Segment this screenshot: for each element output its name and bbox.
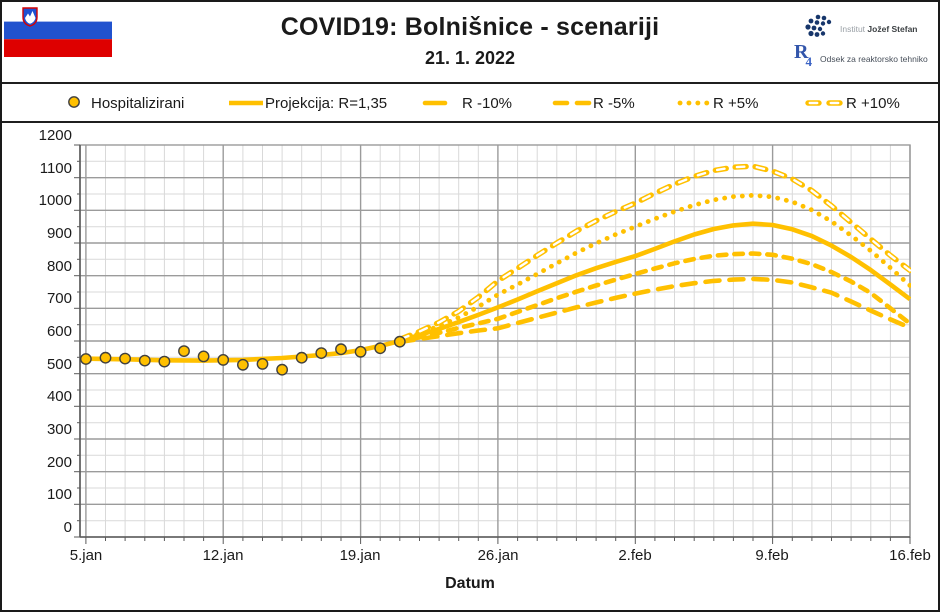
y-tick-label: 1000 <box>38 192 72 209</box>
y-tick-label: 600 <box>46 323 72 340</box>
curve-dash <box>397 251 911 344</box>
legend-label: R +10% <box>846 95 900 112</box>
curve-dot <box>397 192 911 343</box>
y-tick-label: 700 <box>46 290 72 307</box>
circle-marker-icon <box>68 96 80 108</box>
header: COVID19: Bolnišnice - scenariji 21. 1. 2… <box>2 2 938 82</box>
data-point <box>197 350 210 363</box>
data-point <box>393 335 406 348</box>
data-point <box>80 353 92 365</box>
data-point <box>374 342 387 355</box>
legend-label: Hospitalizirani <box>91 95 185 112</box>
x-axis-title: Datum <box>445 575 495 592</box>
data-point <box>178 345 190 357</box>
legend-label: R -10% <box>462 95 513 112</box>
x-tick-label: 16.feb <box>889 547 931 564</box>
axis-ticks <box>74 144 911 544</box>
y-tick-label: 0 <box>63 519 72 536</box>
legend-label: R +5% <box>713 95 759 112</box>
institute-name: Institut Jožef Stefan <box>840 24 918 34</box>
long-dash-line-icon <box>422 100 448 106</box>
ijs-dots-logo-icon <box>805 14 832 37</box>
x-tick-label: 9.feb <box>755 547 789 564</box>
dot-line-icon <box>677 100 711 106</box>
legend-label: Projekcija: R=1,35 <box>265 95 388 112</box>
x-tick-label: 2.feb <box>618 547 652 564</box>
report-date: 21. 1. 2022 <box>424 48 516 68</box>
institute-prefix: Institut <box>840 24 866 34</box>
x-tick-label: 5.jan <box>69 547 103 564</box>
curve-open-dash <box>397 163 911 343</box>
curve-solid <box>80 221 911 363</box>
data-point <box>276 363 288 376</box>
institute-logo-block: Institut Jožef Stefan R4 Odsek za reakto… <box>790 10 936 78</box>
plot-area-border <box>79 144 911 538</box>
plot-border <box>79 144 911 538</box>
curve-long-dash <box>397 276 911 345</box>
y-tick-label: 1100 <box>39 160 72 177</box>
y-tick-label: 200 <box>46 454 72 471</box>
y-tick-label: 900 <box>46 225 72 242</box>
y-tick-label: 400 <box>46 388 72 405</box>
data-point <box>158 355 171 368</box>
x-tick-label: 19.jan <box>339 547 381 564</box>
page-title: COVID19: Bolnišnice - scenariji <box>280 13 660 41</box>
flag-coat-of-arms <box>22 7 38 27</box>
dash-line-icon <box>552 100 592 106</box>
y-tick-label: 1200 <box>38 127 72 144</box>
data-point <box>138 354 151 367</box>
grid-minor <box>80 145 910 537</box>
scatter-points <box>80 335 406 376</box>
data-point <box>217 353 230 366</box>
data-point <box>119 352 132 365</box>
curves <box>80 163 911 363</box>
y-tick-label: 500 <box>46 356 72 373</box>
x-tick-label: 12.jan <box>202 547 244 564</box>
y-tick-label: 100 <box>46 486 72 503</box>
chart-legend: Hospitalizirani Projekcija: R=1,35 R -10… <box>2 82 938 123</box>
data-point <box>99 351 112 364</box>
data-point <box>315 347 328 359</box>
data-point <box>354 345 367 358</box>
y-tick-label: 800 <box>46 258 72 275</box>
institute-title: Jožef Stefan <box>867 24 918 34</box>
flag-red-stripe <box>4 39 112 57</box>
slovenia-flag-icon <box>4 4 112 57</box>
data-point <box>236 358 249 371</box>
data-point <box>295 351 308 364</box>
solid-line-icon <box>229 100 263 106</box>
grid-major <box>80 145 911 537</box>
y-tick-label: 300 <box>46 421 72 438</box>
data-point <box>256 357 269 370</box>
data-point <box>335 343 347 356</box>
open-dash-line-icon <box>805 100 845 106</box>
r4-logo: R4 <box>794 41 812 69</box>
department-name: Odsek za reaktorsko tehniko <box>820 54 928 64</box>
x-tick-label: 26.jan <box>477 547 519 564</box>
legend-label: R -5% <box>593 95 635 112</box>
curve-open-dash-inner <box>398 165 911 341</box>
r4-logo-sub: 4 <box>805 54 812 69</box>
